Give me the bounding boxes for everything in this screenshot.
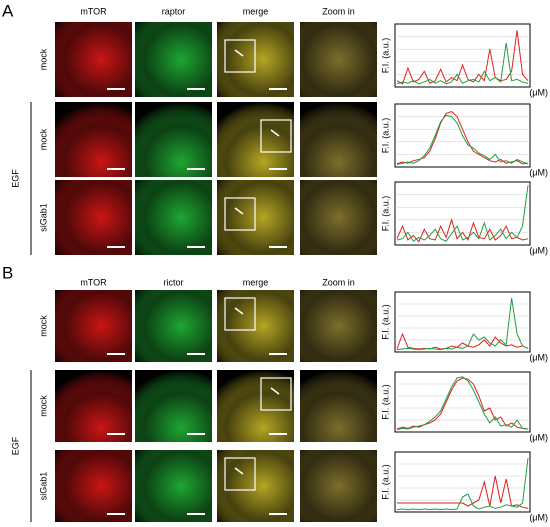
micrograph [300, 450, 377, 522]
profile-line [396, 457, 529, 511]
y-axis-label: F.I. (a.u.) [380, 384, 390, 420]
arrow [270, 387, 280, 395]
profile-line [397, 475, 529, 509]
zoom-box [224, 39, 256, 73]
profile-line [396, 42, 529, 85]
y-axis-label: F.I. (a.u.) [380, 304, 390, 340]
micrograph [135, 180, 212, 255]
zoom-box [260, 377, 292, 411]
profile-line [396, 110, 529, 165]
x-unit: (μM) [529, 352, 548, 362]
micrograph [300, 290, 377, 362]
y-axis-label: F.I. (a.u.) [380, 196, 390, 232]
micrograph [55, 22, 132, 97]
y-axis-label: F.I. (a.u.) [380, 118, 390, 154]
micrograph [300, 180, 377, 255]
zoom-box [224, 457, 256, 491]
arrow [234, 307, 244, 315]
profile-line [396, 218, 529, 243]
profile-line [396, 185, 529, 242]
profile-line [396, 332, 529, 350]
group-label: EGF [10, 436, 20, 455]
x-unit: (μM) [529, 167, 548, 177]
profile-line [396, 30, 529, 85]
x-unit: (μM) [529, 432, 548, 442]
row-label: mock [38, 48, 48, 70]
profile-line [396, 114, 529, 165]
row-label: siGab1 [38, 472, 48, 501]
row-label: mock [38, 395, 48, 417]
plot-area [394, 23, 531, 88]
micrograph [300, 370, 377, 442]
panel-label: A [2, 1, 14, 20]
column-header: mTOR [80, 6, 107, 16]
plot-area [394, 291, 531, 353]
arrow [234, 207, 244, 215]
row-label: siGab1 [38, 203, 48, 232]
column-header: merge [243, 6, 269, 16]
column-header: mTOR [80, 277, 107, 287]
profile-line [396, 376, 529, 431]
zoom-box [260, 119, 292, 153]
y-axis-label: F.I. (a.u.) [380, 38, 390, 74]
column-header: raptor [162, 6, 186, 16]
x-unit: (μM) [529, 245, 548, 255]
arrow [270, 129, 280, 137]
arrow [234, 49, 244, 57]
micrograph [55, 180, 132, 255]
row-label: mock [38, 128, 48, 150]
micrograph [135, 102, 212, 177]
panel-label: B [2, 263, 13, 282]
row-label: mock [38, 315, 48, 337]
group-label: EGF [10, 169, 20, 188]
micrograph [135, 450, 212, 522]
micrograph [55, 102, 132, 177]
arrow [234, 467, 244, 475]
x-unit: (μM) [529, 87, 548, 97]
column-header: Zoom in [322, 6, 355, 16]
micrograph [217, 370, 294, 442]
column-header: Zoom in [322, 277, 355, 287]
column-header: merge [243, 277, 269, 287]
profile-line [396, 297, 529, 351]
micrograph [300, 22, 377, 97]
y-axis-label: F.I. (a.u.) [380, 464, 390, 500]
zoom-box [224, 197, 256, 231]
micrograph [55, 370, 132, 442]
micrograph [135, 290, 212, 362]
zoom-box [224, 297, 256, 331]
micrograph [55, 450, 132, 522]
micrograph [135, 22, 212, 97]
micrograph [55, 290, 132, 362]
micrograph [300, 102, 377, 177]
micrograph [217, 102, 294, 177]
x-unit: (μM) [529, 512, 548, 522]
plot-area [394, 371, 531, 433]
plot-area [394, 181, 531, 246]
plot-area [394, 451, 531, 513]
column-header: rictor [164, 277, 184, 287]
profile-line [396, 377, 529, 430]
micrograph [135, 370, 212, 442]
